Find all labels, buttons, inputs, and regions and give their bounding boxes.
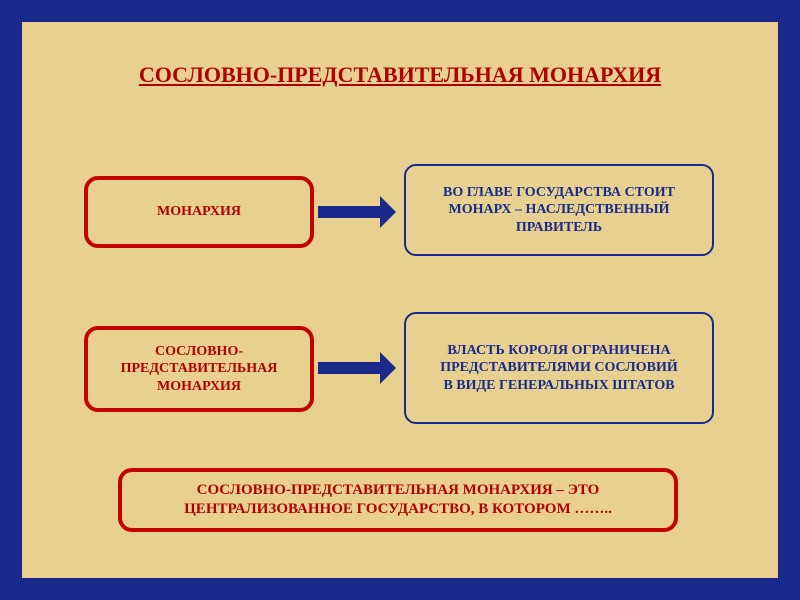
arrow-monarchy-shaft [318, 206, 380, 218]
box-estate-monarchy-text: СОСЛОВНО-ПРЕДСТАВИТЕЛЬНАЯ МОНАРХИЯ [96, 343, 302, 396]
slide-title: СОСЛОВНО-ПРЕДСТАВИТЕЛЬНАЯ МОНАРХИЯ [72, 62, 728, 88]
arrow-monarchy-head [380, 196, 396, 228]
box-estate-definition-text: ВЛАСТЬ КОРОЛЯ ОГРАНИЧЕНА ПРЕДСТАВИТЕЛЯМИ… [414, 342, 704, 395]
box-monarchy-text: МОНАРХИЯ [157, 203, 241, 221]
box-monarchy-definition-text: ВО ГЛАВЕ ГОСУДАРСТВА СТОИТ МОНАРХ – НАСЛ… [414, 184, 704, 237]
box-estate-monarchy: СОСЛОВНО-ПРЕДСТАВИТЕЛЬНАЯ МОНАРХИЯ [84, 326, 314, 412]
box-estate-definition: ВЛАСТЬ КОРОЛЯ ОГРАНИЧЕНА ПРЕДСТАВИТЕЛЯМИ… [404, 312, 714, 424]
arrow-estate-head [380, 352, 396, 384]
box-monarchy: МОНАРХИЯ [84, 176, 314, 248]
slide-title-text: СОСЛОВНО-ПРЕДСТАВИТЕЛЬНАЯ МОНАРХИЯ [139, 62, 661, 87]
slide-outer: СОСЛОВНО-ПРЕДСТАВИТЕЛЬНАЯ МОНАРХИЯ МОНАР… [0, 0, 800, 600]
box-conclusion-text: СОСЛОВНО-ПРЕДСТАВИТЕЛЬНАЯ МОНАРХИЯ – ЭТО… [130, 481, 666, 519]
box-conclusion: СОСЛОВНО-ПРЕДСТАВИТЕЛЬНАЯ МОНАРХИЯ – ЭТО… [118, 468, 678, 532]
arrow-estate-shaft [318, 362, 380, 374]
box-monarchy-definition: ВО ГЛАВЕ ГОСУДАРСТВА СТОИТ МОНАРХ – НАСЛ… [404, 164, 714, 256]
